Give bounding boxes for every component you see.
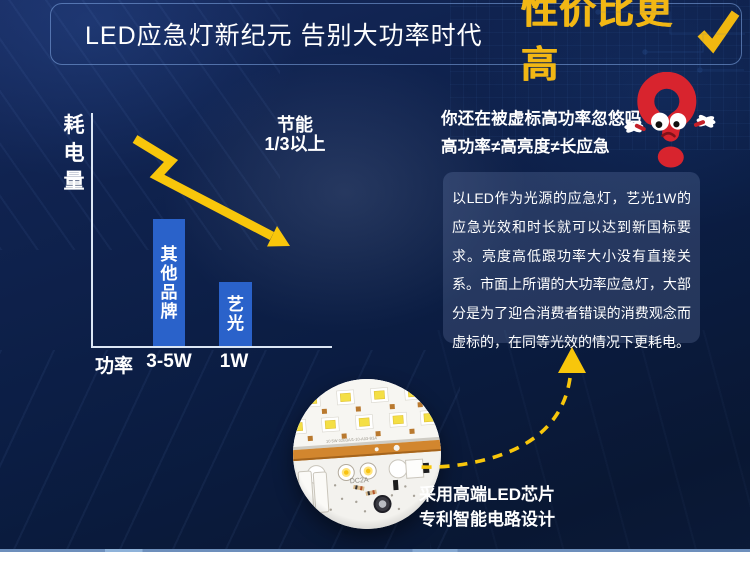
tick-label-3-5w: 3-5W — [146, 351, 192, 372]
energy-saving-annotation: 节能 1/3以上 — [251, 116, 339, 154]
bar-label-yiguang: 艺光 — [227, 295, 244, 333]
bottom-divider-line — [0, 549, 750, 552]
bar-label-other-brands: 其他品牌 — [160, 244, 178, 321]
pcb-caption-line-2: 专利智能电路设计 — [419, 509, 555, 529]
led-pcb-photo: 10 5W 02B3A/1-10-A03-B3A DC2A — [293, 379, 441, 529]
y-axis-line — [91, 113, 93, 348]
x-axis-line — [91, 346, 332, 348]
question-mark-mascot-icon — [624, 72, 716, 168]
tick-label-1w: 1W — [219, 351, 249, 372]
bar-other-brands: 其他品牌 — [153, 219, 185, 346]
question-line-2: 高功率≠高亮度≠长应急 — [441, 138, 610, 156]
y-axis-label: 耗电量 — [63, 114, 85, 193]
pcb-caption-line-1: 采用高端LED芯片 — [419, 485, 555, 504]
pcb-caption: 采用高端LED芯片 专利智能电路设计 — [419, 483, 555, 532]
info-box-text: 以LED作为光源的应急灯，艺光1W的应急光效和时长就可以达到新国标要求。亮度高低… — [452, 190, 691, 350]
dashed-curve-arrow-icon — [419, 347, 586, 469]
footer-white-strip — [0, 552, 750, 566]
bar-yiguang: 艺光 — [219, 282, 252, 346]
annotation-line-1: 节能 — [277, 115, 313, 135]
header-highlight: 性价比更高 — [520, 0, 673, 85]
check-mark-icon — [697, 10, 740, 54]
info-box: 以LED作为光源的应急灯，艺光1W的应急光效和时长就可以达到新国标要求。亮度高低… — [443, 172, 700, 350]
header-box: LED应急灯新纪元 告别大功率时代 性价比更高 — [50, 0, 742, 85]
x-axis-title: 功率 — [94, 356, 133, 377]
annotation-line-2: 1/3以上 — [264, 134, 326, 154]
question-line-1: 你还在被虚标高功率忽悠吗 — [441, 110, 642, 128]
plot-area: 其他品牌 艺光 — [93, 114, 331, 346]
page-title: LED应急灯新纪元 告别大功率时代 — [85, 22, 483, 50]
